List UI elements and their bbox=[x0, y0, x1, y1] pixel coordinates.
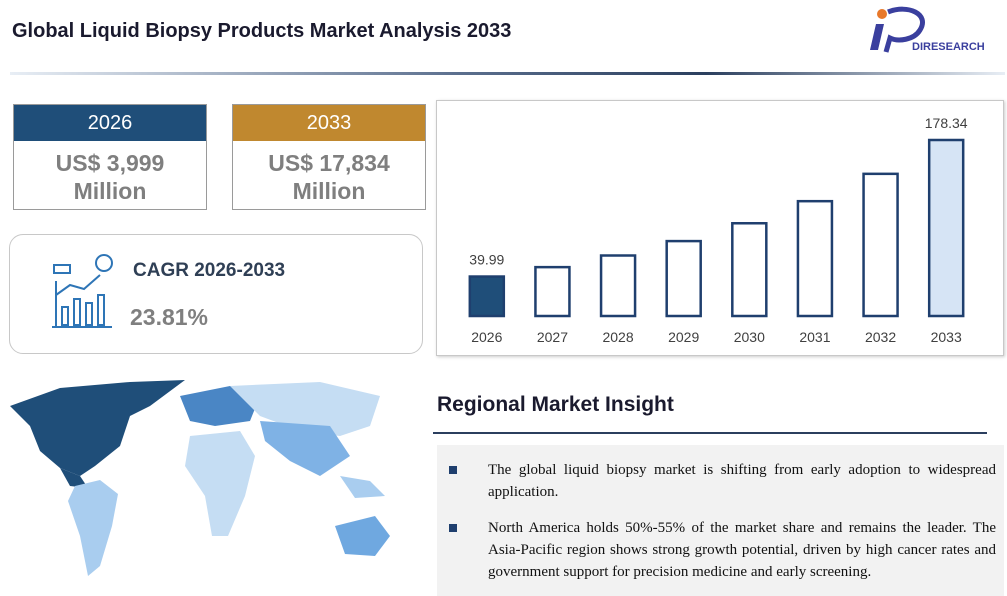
cagr-value: 23.81% bbox=[130, 304, 209, 330]
data-label: 39.99 bbox=[469, 252, 504, 268]
x-tick-label: 2028 bbox=[602, 329, 633, 345]
data-label: 178.34 bbox=[925, 115, 968, 131]
header-rule bbox=[10, 72, 1005, 75]
x-tick-label: 2026 bbox=[471, 329, 502, 345]
bar bbox=[665, 239, 702, 318]
card-unit: Million bbox=[73, 178, 147, 204]
insight-rule bbox=[433, 432, 987, 434]
x-tick-label: 2031 bbox=[799, 329, 830, 345]
page-title: Global Liquid Biopsy Products Market Ana… bbox=[12, 20, 512, 42]
logo-text: DIRESEARCH bbox=[912, 41, 985, 53]
chart-panel: 2026 39.99 2027 2028 2029 2030 2031 2032 2033 178… bbox=[436, 100, 1004, 356]
bar bbox=[468, 275, 506, 318]
value-card: 2026 US$ 3,999 Million bbox=[13, 104, 207, 210]
cagr-box: CAGR 2026-2033 23.81% bbox=[9, 234, 423, 354]
bar bbox=[599, 254, 637, 318]
bar bbox=[534, 265, 571, 318]
cagr-icon bbox=[52, 254, 113, 328]
card-unit: Million bbox=[292, 178, 366, 204]
x-tick-label: 2027 bbox=[537, 329, 568, 345]
bar bbox=[927, 138, 965, 318]
insight-box: The global liquid biopsy market is shift… bbox=[437, 445, 1004, 596]
card-value: US$ 17,834 bbox=[268, 150, 390, 176]
x-tick-label: 2033 bbox=[931, 329, 962, 345]
world-map bbox=[10, 380, 390, 576]
x-tick-label: 2032 bbox=[865, 329, 896, 345]
insight-title: Regional Market Insight bbox=[437, 393, 674, 416]
cagr-label: CAGR 2026-2033 bbox=[133, 260, 286, 281]
card-value: US$ 3,999 bbox=[55, 150, 165, 176]
insight-bullet: The global liquid biopsy market is shift… bbox=[488, 462, 996, 500]
value-card: 2033 US$ 17,834 Million bbox=[232, 104, 426, 210]
x-tick-label: 2030 bbox=[734, 329, 765, 345]
bullet-marker bbox=[449, 466, 457, 474]
bar bbox=[796, 199, 834, 318]
card-year: 2033 bbox=[233, 105, 425, 141]
bar bbox=[862, 172, 899, 318]
bar-chart: 2026 39.99 2027 2028 2029 2030 2031 2032 2033 178… bbox=[468, 115, 968, 345]
insight-bullet: North America holds 50%-55% of the marke… bbox=[488, 520, 996, 580]
card-year: 2026 bbox=[14, 105, 206, 141]
bullet-marker bbox=[449, 524, 457, 532]
logo: DIRESEARCH bbox=[870, 6, 985, 53]
bar bbox=[731, 222, 768, 318]
x-tick-label: 2029 bbox=[668, 329, 699, 345]
